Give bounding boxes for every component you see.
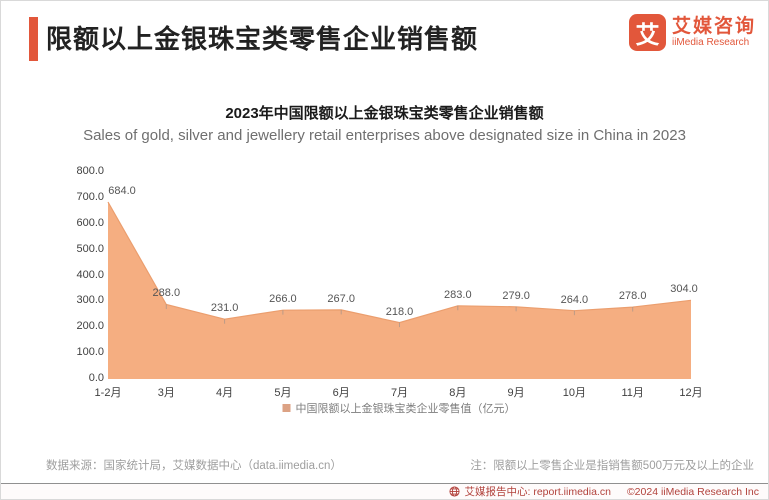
x-tick-label: 7月 [390, 387, 409, 399]
legend-label: 中国限额以上金银珠宝类企业零售值（亿元） [295, 403, 516, 415]
data-label: 231.0 [210, 302, 239, 315]
chart-title: 2023年中国限额以上金银珠宝类零售企业销售额 [225, 105, 544, 122]
copyright: ©2024 iiMedia Research Inc [626, 485, 759, 498]
x-tick-label: 9月 [507, 387, 525, 399]
x-tick-label: 6月 [332, 387, 350, 399]
iimedia-logo-icon: 艾 [628, 14, 666, 51]
x-tick-label: 12月 [679, 387, 703, 399]
y-tick-label: 100.0 [76, 346, 104, 359]
y-tick-label: 0.0 [88, 372, 104, 384]
legend: 中国限额以上金银珠宝类企业零售值（亿元） [282, 400, 516, 416]
y-tick-label: 400.0 [76, 268, 104, 281]
y-tick-label: 700.0 [76, 190, 104, 203]
definition-note: 注：限额以上零售企业是指销售额500万元及以上的企业 [470, 460, 754, 472]
x-tick-label: 10月 [562, 387, 587, 399]
logo-name-cn: 艾媒咨询 [671, 16, 756, 37]
data-label: 304.0 [670, 283, 698, 296]
data-label: 266.0 [269, 293, 297, 306]
y-tick-label: 200.0 [76, 320, 104, 333]
data-label: 283.0 [444, 288, 472, 301]
x-tick-label: 3月 [157, 387, 175, 399]
title-accent-bar [29, 17, 38, 61]
data-label: 267.0 [327, 292, 355, 305]
data-label: 279.0 [502, 289, 530, 302]
x-tick-label: 4月 [216, 387, 234, 399]
data-label: 288.0 [152, 287, 181, 300]
x-tick-label: 8月 [449, 387, 467, 399]
data-label: 684.0 [108, 185, 136, 197]
y-tick-label: 600.0 [76, 216, 104, 229]
chart-subtitle: Sales of gold, silver and jewellery reta… [83, 127, 686, 144]
x-tick-label: 5月 [274, 387, 292, 399]
footer: 艾媒报告中心: report.iimedia.cn ©2024 iiMedia … [1, 483, 768, 499]
y-tick-label: 800.0 [76, 165, 104, 177]
report-center-link[interactable]: 艾媒报告中心: report.iimedia.cn [464, 486, 611, 498]
area-series [107, 201, 692, 379]
globe-icon [449, 486, 461, 497]
data-label: 278.0 [618, 290, 647, 303]
iimedia-logo: 艾 艾媒咨询 iiMedia Research [628, 14, 756, 51]
iimedia-logo-text: 艾媒咨询 iiMedia Research [672, 16, 756, 49]
y-tick-label: 500.0 [76, 242, 104, 255]
y-tick-label: 300.0 [76, 294, 104, 307]
data-source-note: 数据来源：国家统计局，艾媒数据中心（data.iimedia.cn） [46, 460, 342, 472]
legend-swatch [282, 404, 291, 412]
logo-name-en: iiMedia Research [671, 37, 750, 48]
data-label: 218.0 [385, 305, 414, 318]
x-tick-label: 1-2月 [94, 387, 122, 399]
x-tick-label: 11月 [621, 387, 644, 399]
page-title: 限额以上金银珠宝类零售企业销售额 [46, 24, 479, 54]
data-label: 264.0 [560, 293, 589, 306]
